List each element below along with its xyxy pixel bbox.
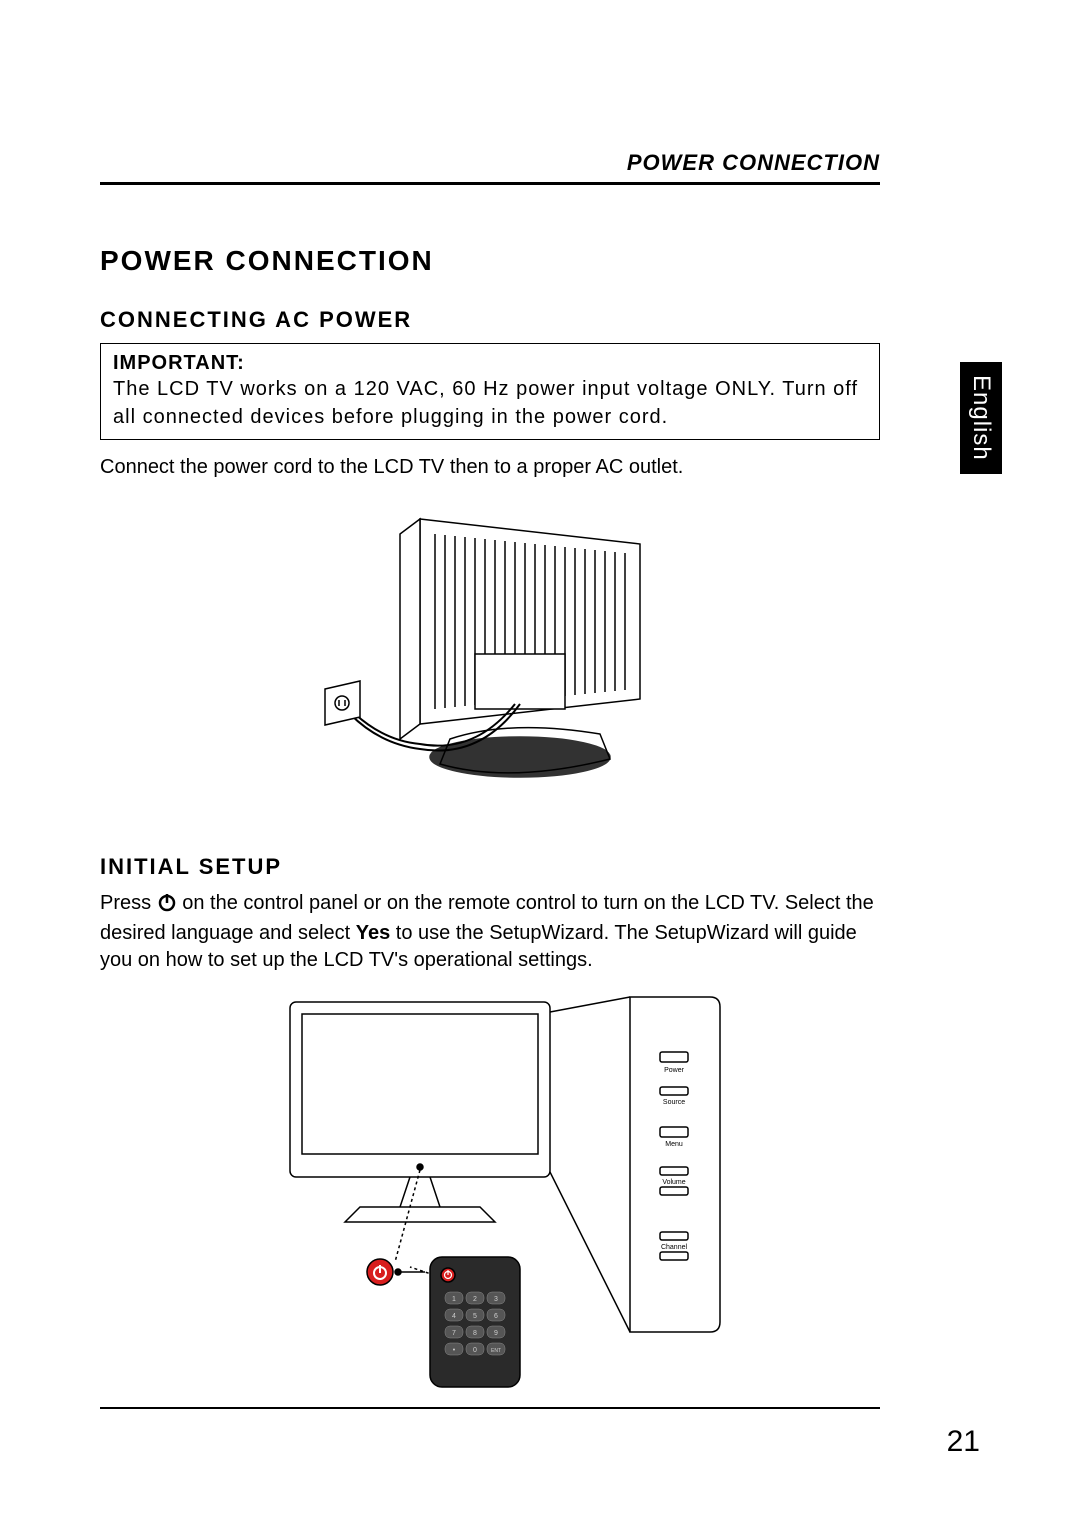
- ac-power-body: Connect the power cord to the LCD TV the…: [100, 454, 880, 481]
- important-label: IMPORTANT:: [113, 352, 867, 375]
- subsection-initial-setup-title: INITIAL SETUP: [100, 854, 880, 880]
- language-tab: English: [960, 362, 1002, 474]
- svg-text:1: 1: [452, 1296, 456, 1303]
- page-number: 21: [947, 1425, 980, 1459]
- svg-text:7: 7: [452, 1330, 456, 1337]
- svg-text:Power: Power: [664, 1067, 685, 1074]
- svg-text:Menu: Menu: [665, 1141, 683, 1148]
- power-icon: [157, 892, 177, 920]
- language-tab-label: English: [967, 375, 995, 461]
- subsection-ac-power-title: CONNECTING AC POWER: [100, 307, 880, 333]
- footer-rule: [100, 1407, 880, 1409]
- svg-text:0: 0: [473, 1347, 477, 1354]
- svg-text:Source: Source: [663, 1099, 685, 1106]
- svg-text:9: 9: [494, 1330, 498, 1337]
- svg-text:Channel: Channel: [661, 1244, 688, 1251]
- svg-text:4: 4: [452, 1313, 456, 1320]
- important-box: IMPORTANT: The LCD TV works on a 120 VAC…: [100, 343, 880, 440]
- svg-text:ENT: ENT: [491, 1348, 501, 1354]
- initial-setup-body: Press on the control panel or on the rem…: [100, 890, 880, 974]
- yes-label: Yes: [356, 922, 390, 944]
- svg-text:3: 3: [494, 1296, 498, 1303]
- header-rule: [100, 182, 880, 185]
- svg-text:Volume: Volume: [662, 1179, 685, 1186]
- running-header: POWER CONNECTION: [100, 150, 880, 182]
- svg-text:6: 6: [494, 1313, 498, 1320]
- section-title: POWER CONNECTION: [100, 245, 880, 277]
- important-text: The LCD TV works on a 120 VAC, 60 Hz pow…: [113, 375, 867, 431]
- svg-text:8: 8: [473, 1330, 477, 1337]
- figure-tv-power-cord: [100, 499, 880, 824]
- svg-text:2: 2: [473, 1296, 477, 1303]
- figure-tv-remote-panel: Power Source Menu Volume Channel: [100, 992, 880, 1397]
- body-pre: Press: [100, 892, 157, 914]
- svg-text:5: 5: [473, 1313, 477, 1320]
